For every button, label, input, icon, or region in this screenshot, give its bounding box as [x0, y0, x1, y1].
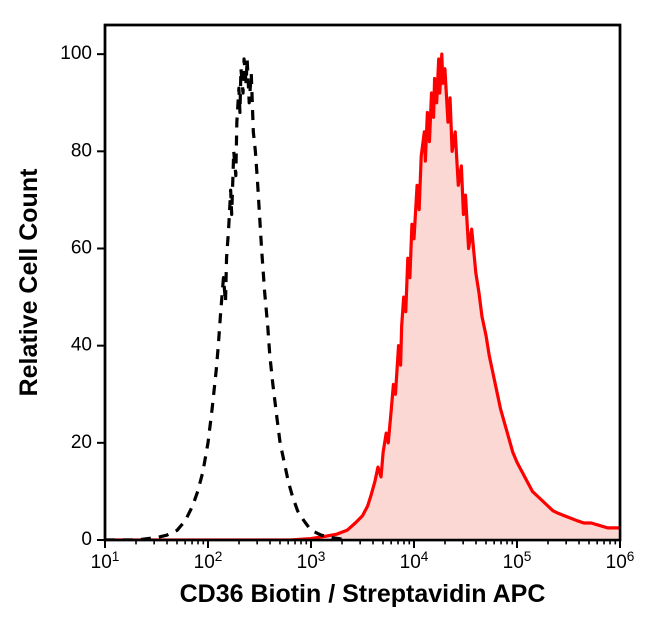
y-tick-label: 80: [71, 140, 92, 161]
x-tick-label: 104: [400, 549, 429, 573]
y-tick-label: 100: [60, 43, 92, 64]
x-tick-label: 105: [503, 549, 532, 573]
y-tick-label: 40: [71, 335, 92, 356]
x-tick-label: 101: [91, 549, 120, 573]
x-tick-label: 106: [606, 549, 635, 573]
y-axis-label: Relative Cell Count: [15, 168, 43, 396]
y-tick-label: 60: [71, 238, 92, 259]
x-tick-label: 103: [297, 549, 326, 573]
x-axis-label: CD36 Biotin / Streptavidin APC: [180, 580, 546, 608]
y-tick-label: 20: [71, 432, 92, 453]
y-tick-label: 0: [81, 529, 92, 550]
x-tick-label: 102: [194, 549, 223, 573]
